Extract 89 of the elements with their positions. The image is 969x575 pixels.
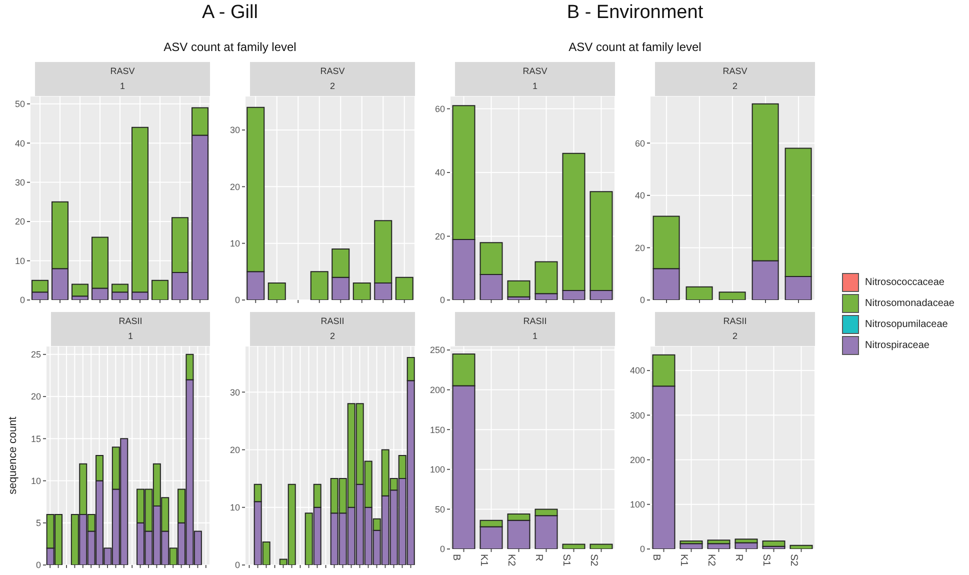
x-tick-label: K2 xyxy=(706,554,717,567)
x-tick-label: K1 xyxy=(678,554,690,567)
y-tick-label: 40 xyxy=(634,190,645,201)
y-tick-label: 0 xyxy=(440,544,445,554)
bar xyxy=(562,544,586,549)
y-tick-label: 25 xyxy=(30,350,41,360)
bar xyxy=(686,286,713,300)
chart-title: RASV xyxy=(109,65,136,78)
chart-title: RASII xyxy=(118,315,144,328)
chart-title: RASII xyxy=(320,315,346,328)
chart-subtitle: 1 xyxy=(118,80,126,93)
y-tick-label: 10 xyxy=(230,502,240,513)
y-tick-label: 40 xyxy=(14,138,25,148)
y-tick-label: 10 xyxy=(14,256,25,266)
y-tick-label: 30 xyxy=(230,125,240,136)
y-tick-label: 20 xyxy=(14,216,25,227)
y-tick-label: 0 xyxy=(640,295,645,306)
y-tick-label: 15 xyxy=(30,434,41,444)
y-tick-label: 150 xyxy=(430,424,445,435)
x-tick-label: R xyxy=(733,554,744,562)
y-tick-label: 30 xyxy=(230,387,240,398)
y-tick-label: 200 xyxy=(630,454,645,465)
y-tick-label: 0 xyxy=(36,560,41,570)
bar xyxy=(152,280,168,300)
text: A - Gill xyxy=(201,2,259,24)
y-tick-label: 10 xyxy=(230,238,240,249)
y-tick-label: 300 xyxy=(630,410,645,420)
y-tick-label: 0 xyxy=(234,560,240,570)
x-tick-label: S1 xyxy=(560,554,572,567)
y-tick-label: 0 xyxy=(234,295,240,306)
chart-subtitle: 1 xyxy=(126,330,134,343)
y-tick-label: 400 xyxy=(630,366,645,376)
text: ASV count at family level xyxy=(162,40,298,54)
bar xyxy=(507,280,530,298)
x-tick-label: B xyxy=(450,554,462,561)
text: B - Environment xyxy=(566,2,704,24)
chart-subtitle: 2 xyxy=(731,80,738,93)
y-tick-label: 5 xyxy=(36,518,41,528)
y-tick-label: 10 xyxy=(30,476,41,486)
chart-title: RASV xyxy=(319,65,346,78)
y-tick-label: 20 xyxy=(30,392,41,402)
y-tick-label: 20 xyxy=(634,242,645,253)
x-tick-label: R xyxy=(533,554,544,562)
y-tick-label: 50 xyxy=(434,504,445,514)
y-tick-label: 20 xyxy=(230,182,240,192)
x-tick-label: K2 xyxy=(506,554,517,567)
y-tick-label: 30 xyxy=(14,178,25,188)
y-tick-label: 50 xyxy=(14,99,25,110)
chart-subtitle: 1 xyxy=(531,330,538,343)
bar xyxy=(590,544,613,549)
y-tick-label: 20 xyxy=(230,444,240,455)
y-tick-label: 0 xyxy=(440,295,445,306)
y-tick-label: 60 xyxy=(634,138,645,148)
bar xyxy=(718,292,746,300)
bar xyxy=(762,540,786,547)
legend-label: Nitrosococcaceae xyxy=(865,277,944,288)
x-tick-label: S2 xyxy=(788,554,800,567)
chart-title: RASV xyxy=(522,65,548,78)
chart-subtitle: 2 xyxy=(731,330,738,343)
y-tick-label: 40 xyxy=(434,168,445,178)
y-tick-label: 100 xyxy=(630,500,645,510)
legend-label: Nitrosopumilaceae xyxy=(865,319,948,330)
bar xyxy=(352,282,371,300)
bar xyxy=(310,271,328,300)
bar xyxy=(72,284,88,297)
chart-title: RASII xyxy=(722,315,748,328)
chart-subtitle: 1 xyxy=(531,80,538,93)
x-tick-label: K1 xyxy=(478,554,490,567)
chart-title: RASII xyxy=(522,315,548,328)
y-tick-label: 60 xyxy=(434,104,445,114)
chart-title: RASV xyxy=(722,65,748,78)
text: ASV count at family level xyxy=(568,40,702,54)
chart-subtitle: 2 xyxy=(328,80,336,93)
legend-label: Nitrospiraceae xyxy=(865,340,930,351)
bar xyxy=(790,544,813,549)
y-tick-label: 250 xyxy=(430,345,445,356)
x-tick-label: S1 xyxy=(760,554,772,567)
y-tick-label: 20 xyxy=(434,231,445,242)
y-axis-title: sequence count xyxy=(6,416,19,494)
x-tick-label: S2 xyxy=(588,554,600,567)
y-tick-label: 100 xyxy=(430,464,445,475)
x-tick-label: B xyxy=(650,554,662,561)
chart-subtitle: 2 xyxy=(328,330,336,343)
y-tick-label: 0 xyxy=(640,544,645,554)
legend-label: Nitrosomonadaceae xyxy=(865,298,954,309)
y-tick-label: 0 xyxy=(20,295,25,306)
bar xyxy=(395,276,414,300)
bar xyxy=(268,282,286,300)
y-tick-label: 200 xyxy=(430,384,445,395)
